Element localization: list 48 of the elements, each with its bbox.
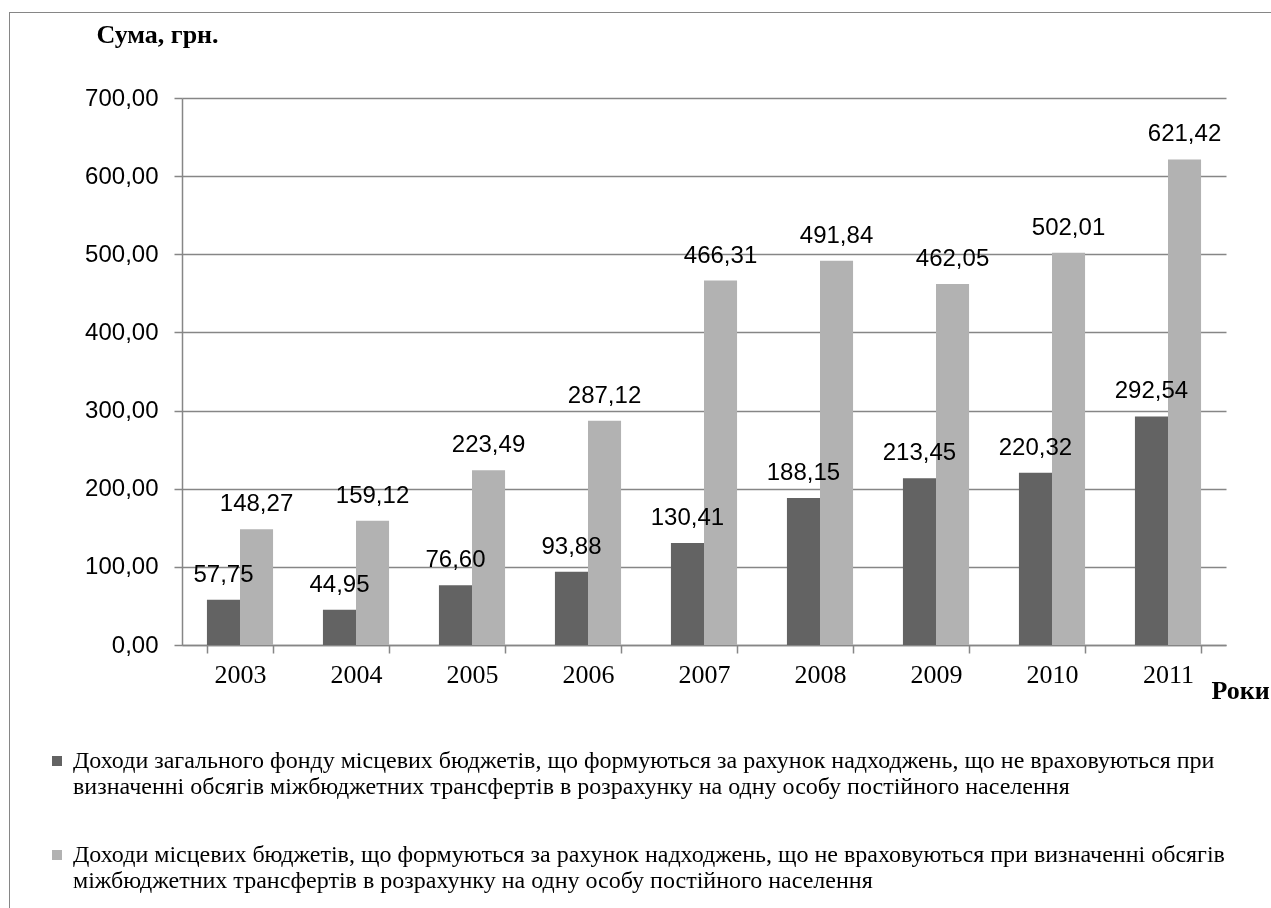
data-label: 93,88 xyxy=(541,531,602,559)
bar xyxy=(554,571,588,645)
y-axis-title: Сума, грн. xyxy=(96,19,219,49)
data-label: 57,75 xyxy=(193,559,254,587)
bar xyxy=(1134,416,1168,645)
y-tick-label: 100,00 xyxy=(85,552,159,580)
bar xyxy=(786,497,820,645)
y-tick-label: 200,00 xyxy=(85,474,159,502)
x-tick-label: 2007 xyxy=(678,659,731,689)
data-label: 466,31 xyxy=(683,240,758,268)
y-tick-label: 700,00 xyxy=(85,83,159,111)
bar xyxy=(902,478,936,645)
data-label: 148,27 xyxy=(219,489,294,517)
y-tick-label: 300,00 xyxy=(85,396,159,424)
data-label: 213,45 xyxy=(882,438,957,466)
y-tick-label: 500,00 xyxy=(85,239,159,267)
data-label: 292,54 xyxy=(1114,376,1189,404)
data-label: 491,84 xyxy=(799,220,874,248)
data-label: 220,32 xyxy=(998,432,1073,460)
x-tick-label: 2009 xyxy=(910,659,963,689)
bar xyxy=(670,543,704,645)
data-label: 287,12 xyxy=(567,380,642,408)
bar xyxy=(206,599,240,645)
x-tick-label: 2005 xyxy=(446,659,499,689)
bar xyxy=(1018,472,1052,645)
bar xyxy=(322,609,356,645)
x-tick-label: 2010 xyxy=(1026,659,1079,689)
y-tick-label: 0,00 xyxy=(111,630,159,658)
data-label: 76,60 xyxy=(425,545,486,573)
data-label: 462,05 xyxy=(915,243,990,271)
x-tick-label: 2011 xyxy=(1142,659,1195,689)
legend-label: Доходи місцевих бюджетів, що формуються за рахунок надходжень, що не враховуються при визначенні обсягів міжбюджетних трансфертів в розрахунку на одну особу постійного населення xyxy=(73,841,1225,893)
y-tick-label: 400,00 xyxy=(85,317,159,345)
data-label: 621,42 xyxy=(1147,119,1222,147)
data-label: 159,12 xyxy=(335,480,410,508)
bar xyxy=(438,585,472,645)
data-label: 502,01 xyxy=(1031,212,1106,240)
x-tick-label: 2003 xyxy=(214,659,267,689)
y-tick-label: 600,00 xyxy=(85,161,159,189)
x-tick-label: 2006 xyxy=(562,659,615,689)
data-label: 223,49 xyxy=(451,430,526,458)
data-label: 188,15 xyxy=(766,457,841,485)
data-label: 130,41 xyxy=(650,503,725,531)
x-axis-title: Роки xyxy=(1211,675,1270,705)
x-tick-label: 2004 xyxy=(330,659,383,689)
legend-label: Доходи загального фонду місцевих бюджетів, що формуються за рахунок надходжень, що не враховуються при визначенні обсягів міжбюджетних трансфертів в розрахунку на одну особу постійного населення xyxy=(73,747,1215,799)
data-label: 44,95 xyxy=(309,569,370,597)
x-tick-label: 2008 xyxy=(794,659,847,689)
